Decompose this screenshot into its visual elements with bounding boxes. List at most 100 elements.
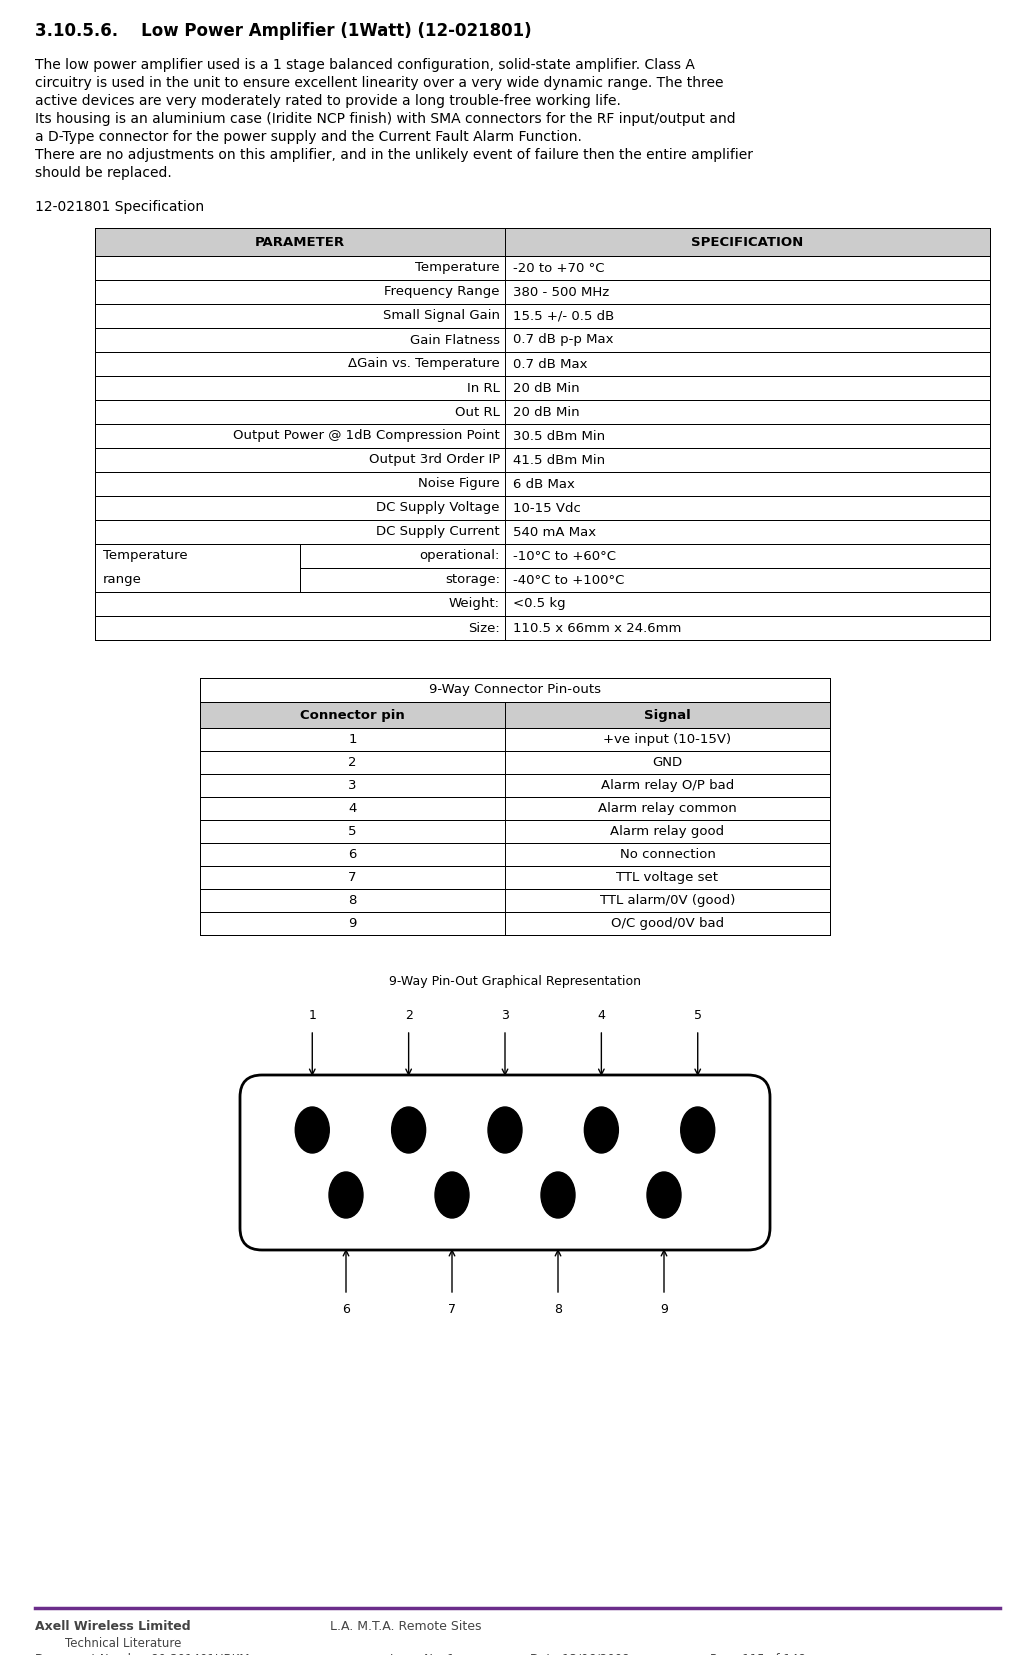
Text: range: range [103,574,142,586]
Text: storage:: storage: [445,574,500,586]
Text: Issue No. 1: Issue No. 1 [390,1653,455,1655]
Bar [300,568,505,592]
FancyBboxPatch shape [240,1076,770,1250]
Text: 3.10.5.6.    Low Power Amplifier (1Watt) (12-021801): 3.10.5.6. Low Power Amplifier (1Watt) (1… [35,22,532,40]
Bar [200,798,830,819]
Bar [200,842,830,866]
Text: 10-15 Vdc: 10-15 Vdc [513,501,580,515]
Bar [95,353,990,376]
Text: 1: 1 [348,733,357,746]
Text: a D-Type connector for the power supply and the Current Fault Alarm Function.: a D-Type connector for the power supply … [35,131,581,144]
Text: Temperature: Temperature [415,261,500,275]
Text: 6 dB Max: 6 dB Max [513,478,575,490]
Bar [200,702,830,728]
Text: PARAMETER: PARAMETER [255,235,345,248]
Text: -10°C to +60°C: -10°C to +60°C [513,549,616,563]
Text: The low power amplifier used is a 1 stage balanced configuration, solid-state am: The low power amplifier used is a 1 stag… [35,58,695,73]
Text: should be replaced.: should be replaced. [35,166,172,180]
Text: Noise Figure: Noise Figure [419,478,500,490]
Text: +ve input (10-15V): +ve input (10-15V) [603,733,732,746]
Text: Temperature: Temperature [103,549,188,563]
Bar [200,751,830,775]
Text: Connector pin: Connector pin [300,708,405,722]
Bar [95,520,990,544]
Text: 8: 8 [554,1302,562,1316]
Text: 8: 8 [348,894,357,907]
Text: 3: 3 [501,1010,509,1023]
Text: 540 mA Max: 540 mA Max [513,526,596,538]
Ellipse shape [585,1107,619,1154]
Ellipse shape [295,1107,329,1154]
Text: Page 115 of 148: Page 115 of 148 [710,1653,806,1655]
Text: 3: 3 [348,780,357,793]
Ellipse shape [541,1172,575,1218]
Text: 380 - 500 MHz: 380 - 500 MHz [513,286,609,298]
Text: 2: 2 [348,756,357,770]
Bar [200,728,830,751]
Text: Axell Wireless Limited: Axell Wireless Limited [35,1620,191,1633]
Text: GND: GND [653,756,683,770]
Bar [95,544,300,592]
Text: 4: 4 [597,1010,605,1023]
Text: 7: 7 [448,1302,456,1316]
Text: 4: 4 [348,803,357,814]
Text: SPECIFICATION: SPECIFICATION [692,235,803,248]
Text: 9: 9 [660,1302,668,1316]
Bar [95,616,990,640]
Text: 110.5 x 66mm x 24.6mm: 110.5 x 66mm x 24.6mm [513,622,681,634]
Ellipse shape [435,1172,469,1218]
Bar [95,496,990,520]
Text: Output Power @ 1dB Compression Point: Output Power @ 1dB Compression Point [233,430,500,442]
Bar [95,257,990,280]
Text: 9: 9 [348,917,357,930]
Text: Out RL: Out RL [455,405,500,419]
Text: 20 dB Min: 20 dB Min [513,382,579,394]
Bar [200,866,830,889]
Text: 0.7 dB p-p Max: 0.7 dB p-p Max [513,334,613,346]
Bar [95,592,990,616]
Bar [200,889,830,912]
Text: Alarm relay O/P bad: Alarm relay O/P bad [601,780,734,793]
Text: Small Signal Gain: Small Signal Gain [383,309,500,323]
Text: 30.5 dBm Min: 30.5 dBm Min [513,430,605,442]
Ellipse shape [329,1172,363,1218]
Text: 2: 2 [405,1010,412,1023]
Text: ΔGain vs. Temperature: ΔGain vs. Temperature [348,357,500,371]
Bar [200,775,830,798]
Text: 12-021801 Specification: 12-021801 Specification [35,200,204,213]
Text: TTL voltage set: TTL voltage set [617,871,719,884]
Text: 6: 6 [342,1302,350,1316]
Text: 41.5 dBm Min: 41.5 dBm Min [513,453,605,467]
Bar [200,912,830,935]
Text: Frequency Range: Frequency Range [385,286,500,298]
Bar [95,280,990,305]
Ellipse shape [488,1107,522,1154]
Text: circuitry is used in the unit to ensure excellent linearity over a very wide dyn: circuitry is used in the unit to ensure … [35,76,724,89]
Text: Signal: Signal [644,708,691,722]
Text: Gain Flatness: Gain Flatness [410,334,500,346]
Text: Weight:: Weight: [448,597,500,611]
Text: DC Supply Voltage: DC Supply Voltage [376,501,500,515]
Text: -20 to +70 °C: -20 to +70 °C [513,261,604,275]
Text: In RL: In RL [467,382,500,394]
Text: 5: 5 [348,824,357,837]
Bar [200,679,830,702]
Text: 9-Way Connector Pin-outs: 9-Way Connector Pin-outs [429,684,601,697]
Bar [95,401,990,424]
Text: 7: 7 [348,871,357,884]
Bar [95,424,990,449]
Text: There are no adjustments on this amplifier, and in the unlikely event of failure: There are no adjustments on this amplifi… [35,147,753,162]
Text: -40°C to +100°C: -40°C to +100°C [513,574,625,586]
Text: operational:: operational: [420,549,500,563]
Bar [95,472,990,496]
Bar [95,328,990,353]
Text: O/C good/0V bad: O/C good/0V bad [611,917,724,930]
Text: Alarm relay good: Alarm relay good [610,824,725,837]
Ellipse shape [647,1172,681,1218]
Text: Technical Literature: Technical Literature [65,1637,181,1650]
Bar [95,228,990,257]
Text: 0.7 dB Max: 0.7 dB Max [513,357,588,371]
Text: Document Number 80-301401HBKM: Document Number 80-301401HBKM [35,1653,250,1655]
Text: active devices are very moderately rated to provide a long trouble-free working : active devices are very moderately rated… [35,94,621,108]
Bar [95,449,990,472]
